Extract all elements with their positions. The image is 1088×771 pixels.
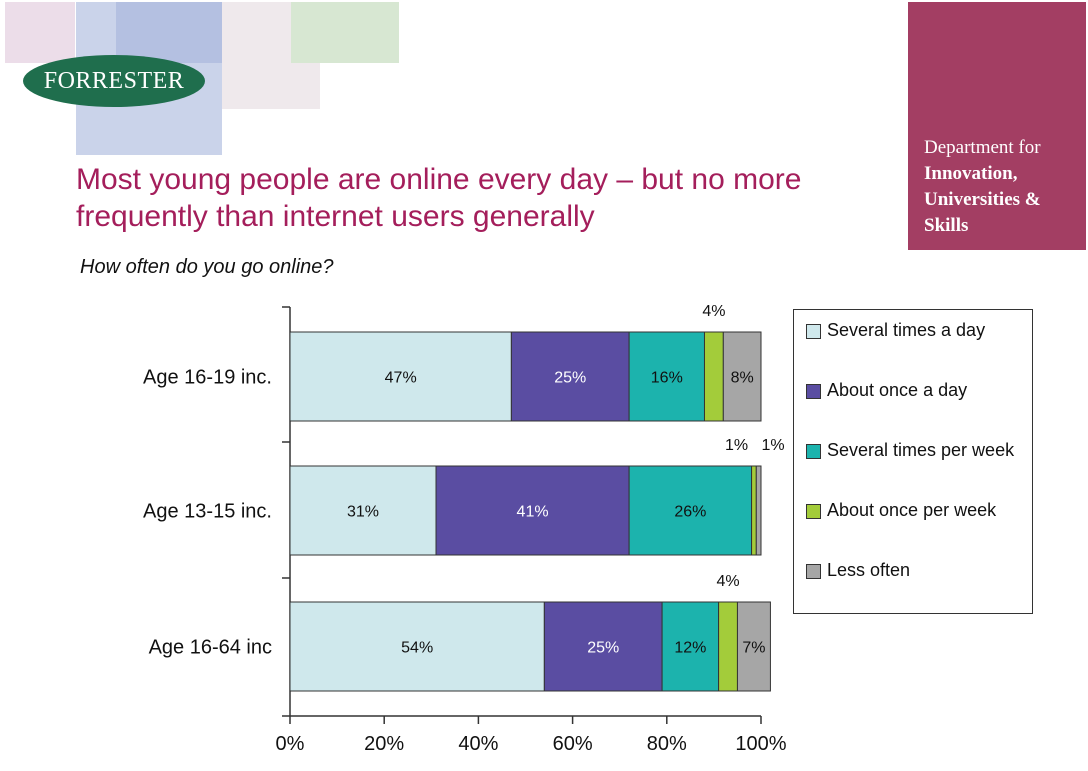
- slide-title: Most young people are online every day –…: [76, 163, 802, 233]
- category-label: Age 16-64 inc: [149, 637, 272, 659]
- legend-item: About once a day: [806, 380, 1037, 401]
- department-line-2: Innovation,: [924, 163, 1018, 184]
- data-label: 31%: [347, 504, 379, 521]
- legend-swatch: [806, 504, 821, 519]
- bar-segment: [661, 601, 720, 692]
- x-tick-label: 80%: [647, 733, 687, 755]
- legend-swatch: [806, 444, 821, 459]
- bar-segment: [722, 331, 762, 422]
- x-tick-label: 40%: [458, 733, 498, 755]
- department-banner: Department for Innovation, Universities …: [908, 2, 1086, 250]
- legend-label: Several times per week: [827, 440, 1015, 460]
- forrester-logo: FORRESTER: [23, 55, 205, 107]
- bar-segment: [289, 465, 437, 556]
- data-label: 26%: [674, 504, 706, 521]
- bar-segment: [736, 601, 771, 692]
- data-label: 1%: [761, 437, 784, 454]
- data-label: 8%: [731, 370, 754, 387]
- department-line-4: Skills: [924, 215, 969, 236]
- chart-legend: Several times a day About once a day Sever…: [793, 309, 1033, 614]
- legend-swatch: [806, 384, 821, 399]
- data-label: 12%: [674, 640, 706, 657]
- bar-segment: [289, 601, 545, 692]
- data-label: 25%: [587, 640, 619, 657]
- x-tick-label: 60%: [553, 733, 593, 755]
- chart-question: How often do you go online?: [80, 256, 334, 278]
- data-label: 54%: [401, 640, 433, 657]
- department-line-1: Department for: [924, 137, 1041, 158]
- data-label: 25%: [554, 370, 586, 387]
- bar-segment: [435, 465, 630, 556]
- data-label: 4%: [702, 303, 725, 320]
- bar-segment: [628, 465, 753, 556]
- bar-segment: [628, 331, 705, 422]
- legend-swatch: [806, 324, 821, 339]
- decor-square-pink: [5, 2, 75, 63]
- legend-label: About once per week: [827, 500, 997, 520]
- category-label: Age 16-19 inc.: [143, 367, 272, 389]
- legend-item: Several times per week: [806, 440, 1037, 461]
- bar-segment: [718, 601, 738, 692]
- logo-text: FORRESTER: [43, 67, 185, 94]
- legend-item: Several times a day: [806, 320, 1037, 341]
- x-tick-label: 0%: [276, 733, 305, 755]
- legend-item: Less often: [806, 560, 1037, 581]
- data-label: 7%: [742, 640, 765, 657]
- bar-segment: [543, 601, 663, 692]
- legend-item: About once per week: [806, 500, 1037, 521]
- data-label: 16%: [651, 370, 683, 387]
- bar-segment: [755, 465, 762, 556]
- data-label: 41%: [517, 504, 549, 521]
- legend-label: Less often: [827, 560, 911, 580]
- legend-label: About once a day: [827, 380, 968, 400]
- legend-swatch: [806, 564, 821, 579]
- bar-segment: [751, 465, 757, 556]
- data-label: 4%: [716, 573, 739, 590]
- data-label: 47%: [385, 370, 417, 387]
- data-label: 1%: [725, 437, 748, 454]
- legend-label: Several times a day: [827, 320, 986, 340]
- x-tick-label: 20%: [364, 733, 404, 755]
- bar-segment: [703, 331, 724, 422]
- decor-square-green: [291, 2, 399, 63]
- bar-segment: [289, 331, 512, 422]
- department-line-3: Universities &: [924, 189, 1041, 210]
- category-label: Age 13-15 inc.: [143, 501, 272, 523]
- x-tick-label: 100%: [735, 733, 786, 755]
- decor-square-blue-dark: [116, 2, 222, 63]
